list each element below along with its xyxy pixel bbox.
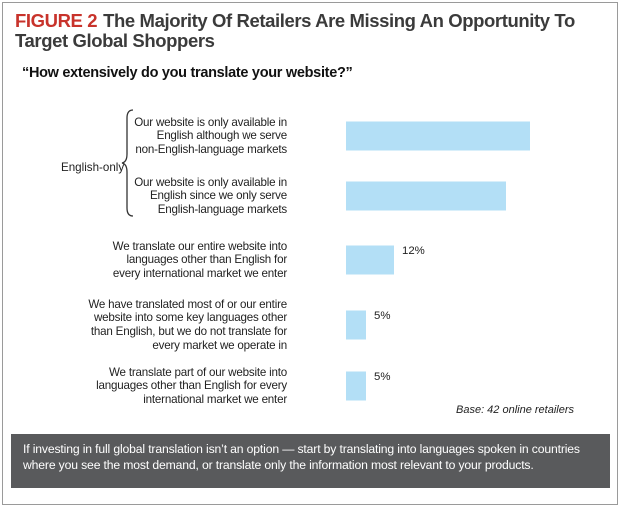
category-label-5: We translate part of our website into lan… (96, 366, 287, 407)
category-label-line: international market we enter (143, 392, 287, 406)
bar-chart (346, 121, 530, 401)
category-label-2: Our website is only available in English … (134, 176, 287, 217)
figure-title: FIGURE 2 The Majority Of Retailers Are Mi… (15, 11, 605, 51)
base-note: Base: 42 online retailers (456, 404, 575, 416)
category-label-line: languages other than English for every (96, 379, 287, 393)
bar-4 (346, 310, 366, 340)
category-label-line: We translate our entire website into (112, 239, 288, 253)
category-label-line: every international market we enter (112, 266, 287, 280)
group-brace (121, 109, 134, 217)
bar-3 (346, 245, 394, 275)
category-label-1: Our website is only available in English … (134, 116, 287, 157)
category-label-line: languages other than English for (126, 253, 287, 267)
category-label-line: non-English-language markets (135, 142, 287, 156)
value-label-5: 5% (374, 371, 391, 383)
category-label-line: English since we only serve (149, 189, 287, 203)
category-label-line: We translate part of our website into (109, 365, 287, 379)
category-label-line: We have translated most of or our entire (88, 297, 287, 311)
bar-5 (346, 371, 366, 401)
category-label-line: English-language markets (157, 202, 287, 216)
figure-title-text: The Majority Of Retailers Are Missing An… (15, 10, 575, 51)
group-label-english-only: English-only (61, 161, 125, 174)
category-label-line: Our website is only available in (134, 175, 287, 189)
bar-2 (346, 181, 506, 211)
bar-1 (346, 121, 530, 151)
figure-number: FIGURE 2 (15, 10, 98, 31)
survey-question: “How extensively do you translate your w… (22, 65, 353, 81)
category-label-4: We have translated most of or our entire… (88, 298, 287, 352)
category-label-line: than English, but we do not translate fo… (90, 324, 287, 338)
value-label-3: 12% (402, 245, 425, 257)
value-label-4: 5% (374, 310, 391, 322)
category-label-line: website into some key languages other (93, 311, 287, 325)
category-label-3: We translate our entire website into lang… (112, 239, 288, 281)
category-label-line: English although we serve (156, 129, 288, 143)
category-label-line: Our website is only available in (134, 115, 287, 129)
footer-note: If investing in full global translation … (11, 434, 610, 488)
category-label-line: every market we operate in (152, 338, 287, 352)
